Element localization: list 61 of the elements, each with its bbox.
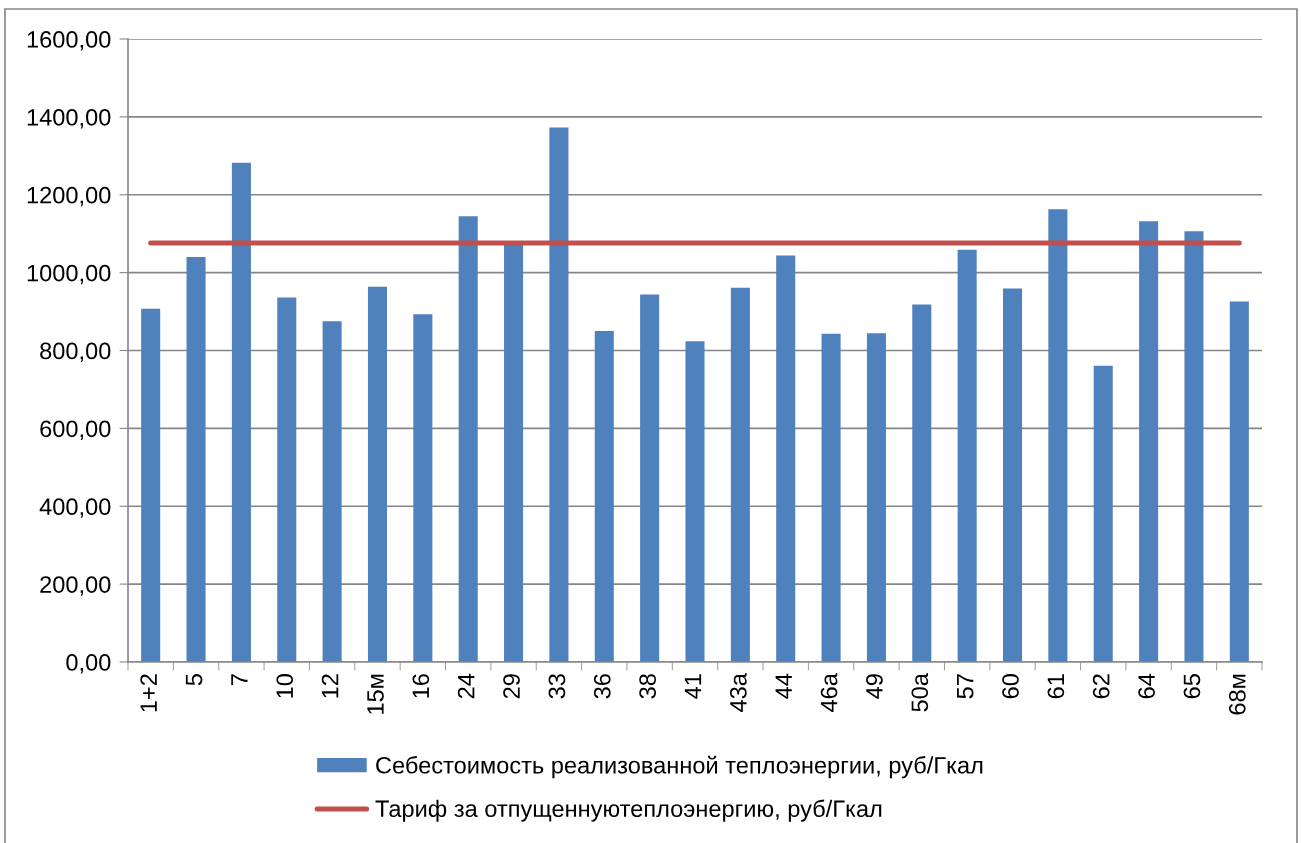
x-tick-label: 60 [1002, 674, 1019, 699]
x-tick-label: 33 [548, 674, 566, 699]
bar [549, 127, 569, 662]
x-tick-label: 1+2 [140, 674, 157, 712]
x-tick-label: 24 [457, 673, 475, 699]
bar [322, 321, 342, 662]
y-tick-label: 400,00 [39, 498, 111, 518]
y-tick-label: 1200,00 [27, 186, 111, 207]
bar [186, 257, 206, 662]
y-tick-label: 800,00 [40, 342, 111, 363]
bar [231, 162, 251, 662]
bar [1139, 221, 1159, 662]
x-tick-label: 36 [593, 674, 611, 699]
x-tick-label: 68м [1228, 674, 1246, 715]
y-tick-label: 200,00 [40, 576, 111, 596]
y-tick-label: 1600,00 [27, 31, 111, 51]
bar [1002, 288, 1023, 662]
x-tick-label: 10 [276, 674, 294, 698]
bar [367, 286, 388, 662]
y-tick-label: 0,00 [66, 654, 111, 674]
bar [640, 294, 660, 662]
x-tick-label: 41 [684, 674, 702, 699]
y-tick-label: 1400,00 [27, 108, 111, 129]
bar [730, 287, 750, 662]
y-tick-label: 1000,00 [27, 264, 111, 285]
x-tick-label: 50а [911, 673, 929, 712]
bar [594, 331, 614, 662]
bar [504, 243, 524, 662]
x-tick-label: 57 [957, 674, 974, 699]
bar [821, 333, 841, 662]
x-tick-label: 5 [185, 674, 203, 686]
bar [1093, 365, 1113, 662]
bar [141, 308, 161, 662]
x-tick-label: 7 [231, 674, 248, 686]
bar [866, 333, 886, 662]
x-tick-label: 16 [412, 674, 430, 698]
bar [1048, 209, 1068, 662]
legend-label: Тариф за отпущеннуютеплоэнергию, руб/Гкал [375, 799, 882, 822]
x-tick-label: 62 [1092, 674, 1110, 699]
y-tick-label: 600,00 [40, 420, 111, 440]
x-tick-label: 65 [1183, 674, 1201, 699]
bar [1229, 301, 1249, 662]
x-tick-label: 46а [820, 673, 838, 712]
bar [1184, 231, 1204, 662]
bar [685, 341, 705, 662]
x-tick-label: 49 [866, 674, 883, 699]
bar [458, 216, 478, 662]
x-tick-label: 15м [367, 674, 384, 714]
x-tick-label: 12 [321, 674, 339, 698]
x-tick-label: 43а [729, 673, 747, 712]
legend-label: Себестоимость реализованной теплоэнергии, руб/Гкал [376, 755, 983, 779]
x-tick-label: 64 [1138, 673, 1155, 699]
bar [912, 304, 932, 662]
x-tick-label: 29 [503, 674, 520, 699]
bar [957, 249, 977, 662]
bar [776, 255, 796, 662]
x-tick-label: 38 [639, 674, 656, 699]
x-tick-label: 61 [1047, 674, 1065, 699]
bar [277, 297, 297, 662]
x-tick-label: 44 [775, 673, 792, 699]
bar [413, 314, 433, 662]
